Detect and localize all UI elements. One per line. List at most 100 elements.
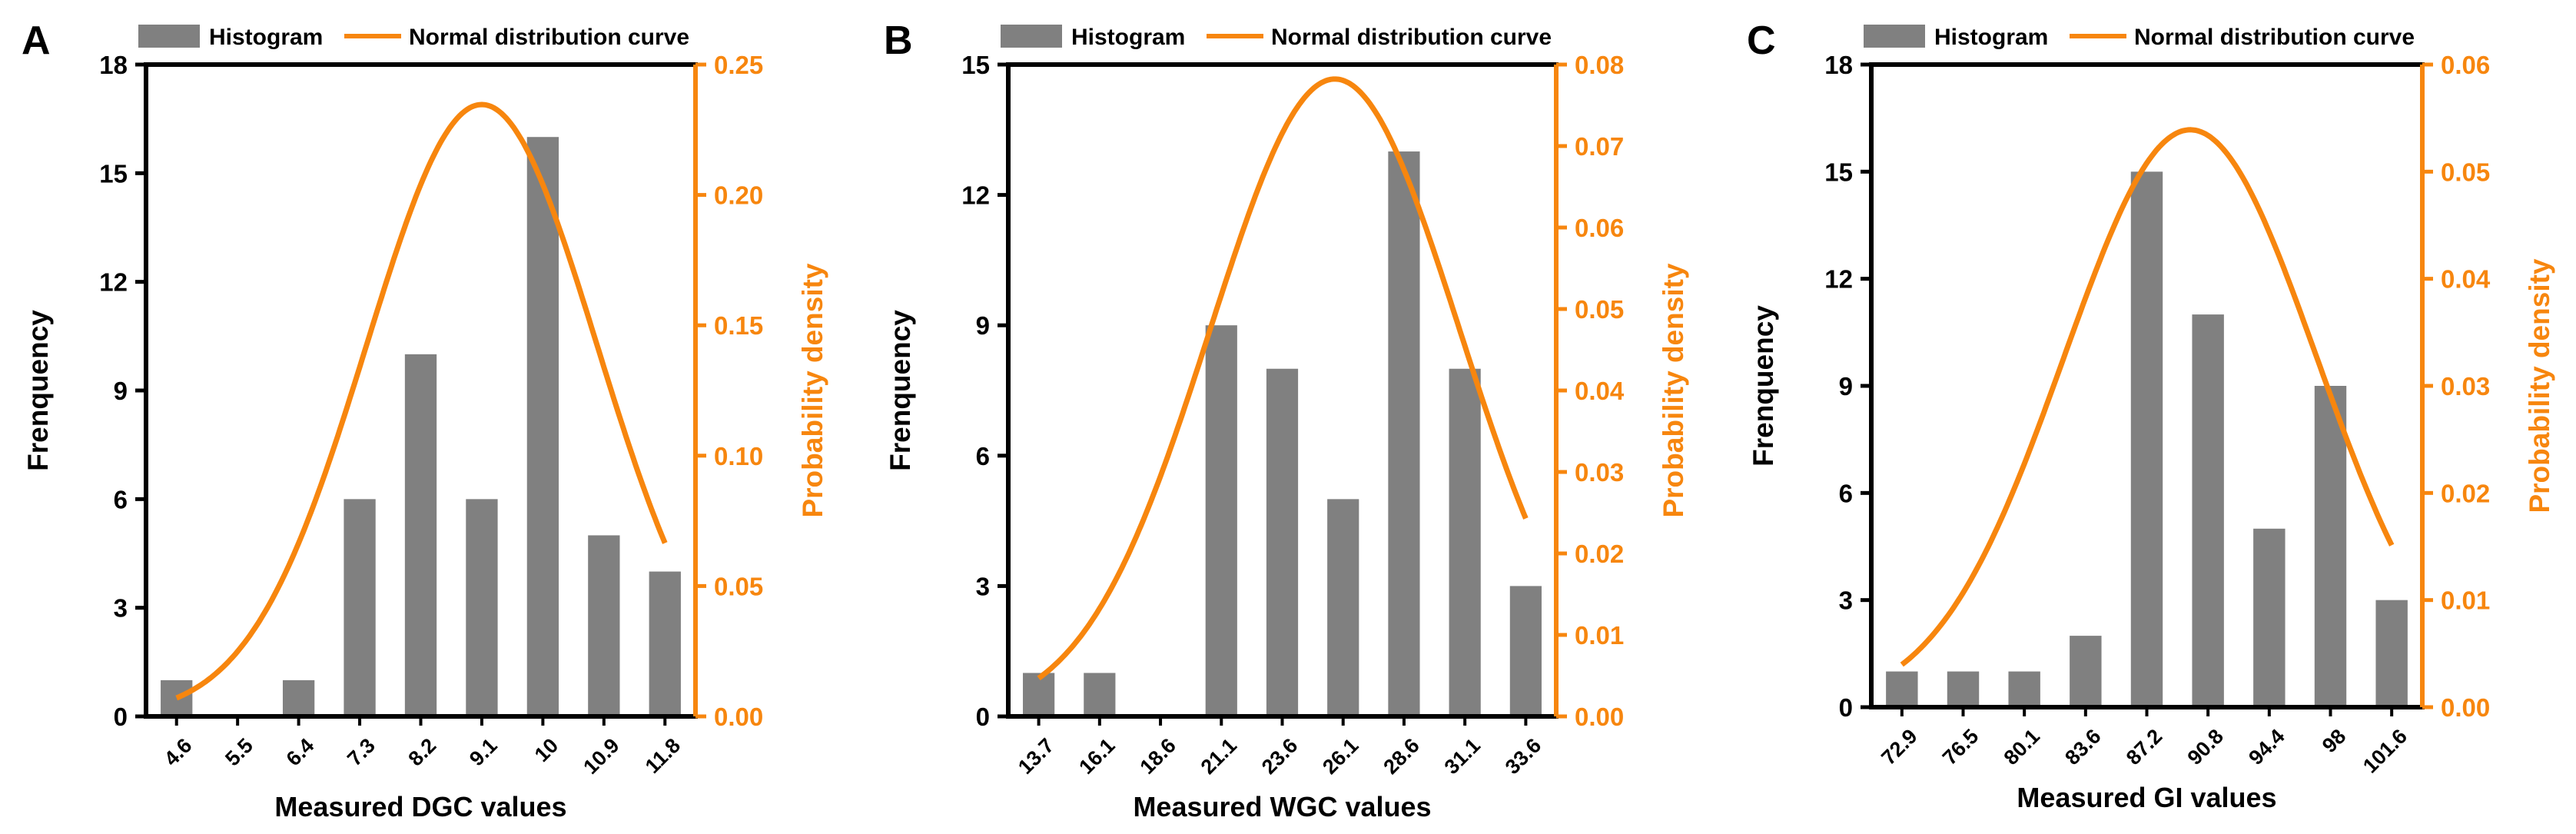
x-tick-label: 16.1 bbox=[1074, 734, 1119, 779]
x-tick-label: 87.2 bbox=[2122, 725, 2166, 769]
y-right-tick-label: 0.20 bbox=[714, 181, 763, 210]
y-right-tick-label: 0.06 bbox=[1575, 214, 1624, 242]
y-axis-title: Frenquency bbox=[1748, 305, 1779, 467]
y-tick-label: 9 bbox=[976, 311, 990, 340]
y-right-tick-label: 0.04 bbox=[1575, 377, 1625, 405]
legend-histogram-label: Histogram bbox=[1071, 25, 1185, 50]
y-tick-label: 12 bbox=[961, 181, 990, 210]
x-tick-label: 26.1 bbox=[1318, 734, 1363, 779]
y-right-axis-title: Probability density bbox=[1658, 263, 1689, 517]
x-tick-label: 90.8 bbox=[2183, 725, 2228, 769]
y-right-tick-label: 0.01 bbox=[1575, 621, 1624, 650]
y-right-axis-title: Probability density bbox=[2524, 258, 2555, 513]
y-right-tick-label: 0.02 bbox=[1575, 540, 1624, 568]
y-right-tick-label: 0.10 bbox=[714, 442, 763, 470]
x-tick-label: 8.2 bbox=[404, 734, 441, 771]
y-tick-label: 0 bbox=[976, 703, 990, 731]
legend-curve-label: Normal distribution curve bbox=[409, 25, 689, 50]
y-tick-label: 9 bbox=[1839, 372, 1853, 400]
legend-histogram-swatch bbox=[1001, 25, 1062, 48]
bar bbox=[2314, 386, 2347, 707]
x-tick-label: 72.9 bbox=[1877, 725, 1921, 769]
x-tick-label: 33.6 bbox=[1501, 734, 1545, 779]
x-tick-label: 98 bbox=[2318, 725, 2350, 757]
legend-histogram-swatch bbox=[138, 25, 200, 48]
bar bbox=[1388, 151, 1420, 717]
x-tick-label: 18.6 bbox=[1135, 734, 1180, 779]
x-tick-label: 83.6 bbox=[2060, 725, 2105, 769]
bar bbox=[2070, 636, 2102, 707]
panel-label: A bbox=[22, 18, 51, 63]
x-tick-label: 94.4 bbox=[2244, 725, 2289, 769]
y-tick-label: 18 bbox=[99, 51, 128, 79]
y-right-tick-label: 0.06 bbox=[2441, 51, 2490, 79]
bar bbox=[1023, 673, 1055, 716]
x-tick-label: 13.7 bbox=[1014, 734, 1058, 779]
y-tick-label: 6 bbox=[114, 485, 128, 513]
bar bbox=[1449, 368, 1481, 716]
bar bbox=[344, 499, 376, 716]
normal-curve bbox=[175, 101, 668, 701]
x-axis-title: Measured GI values bbox=[2017, 782, 2276, 813]
legend: Histogram Normal distribution curve bbox=[138, 25, 689, 50]
x-tick-label: 5.5 bbox=[221, 734, 257, 771]
x-tick-label: 10 bbox=[530, 734, 563, 766]
x-tick-label: 23.6 bbox=[1257, 734, 1302, 779]
y-right-tick-label: 0.00 bbox=[1575, 703, 1624, 731]
x-tick-label: 9.1 bbox=[465, 734, 502, 771]
bar bbox=[466, 499, 498, 716]
x-tick-label: 80.1 bbox=[2000, 725, 2044, 769]
x-tick-label: 31.1 bbox=[1440, 734, 1485, 779]
y-tick-label: 15 bbox=[99, 159, 128, 188]
y-right-tick-label: 0.00 bbox=[714, 703, 763, 731]
bar bbox=[1947, 671, 1980, 707]
y-axis-title: Frenquency bbox=[885, 310, 916, 471]
legend-curve-label: Normal distribution curve bbox=[2134, 25, 2415, 50]
y-right-tick-label: 0.03 bbox=[1575, 458, 1624, 487]
bar bbox=[649, 571, 681, 716]
y-tick-label: 6 bbox=[1839, 479, 1853, 507]
y-tick-label: 0 bbox=[1839, 693, 1853, 722]
bar bbox=[2008, 671, 2040, 707]
bar bbox=[2253, 528, 2286, 707]
normal-curve bbox=[1900, 127, 2395, 667]
panel-label: C bbox=[1747, 18, 1776, 63]
y-right-tick-label: 0.05 bbox=[2441, 158, 2490, 186]
x-axis-title: Measured WGC values bbox=[1133, 791, 1431, 822]
bar bbox=[1266, 368, 1299, 716]
legend-histogram-label: Histogram bbox=[209, 25, 323, 50]
y-right-tick-label: 0.08 bbox=[1575, 51, 1624, 79]
y-right-tick-label: 0.15 bbox=[714, 311, 763, 340]
x-tick-label: 28.6 bbox=[1379, 734, 1423, 779]
y-right-tick-label: 0.01 bbox=[2441, 586, 2490, 615]
y-right-tick-label: 0.05 bbox=[714, 572, 763, 600]
y-axis-title: Frenquency bbox=[22, 310, 54, 471]
bar bbox=[1084, 673, 1116, 716]
legend-histogram-label: Histogram bbox=[1934, 25, 2048, 50]
y-tick-label: 3 bbox=[114, 594, 128, 623]
bar bbox=[282, 679, 315, 716]
y-tick-label: 12 bbox=[99, 268, 128, 297]
x-tick-label: 11.8 bbox=[641, 734, 685, 778]
bar bbox=[1205, 325, 1237, 716]
legend: Histogram Normal distribution curve bbox=[1864, 25, 2415, 50]
x-tick-label: 101.6 bbox=[2359, 725, 2412, 778]
bar bbox=[2130, 171, 2163, 708]
y-right-tick-label: 0.03 bbox=[2441, 372, 2490, 400]
y-tick-label: 9 bbox=[114, 377, 128, 405]
legend-histogram-swatch bbox=[1864, 25, 1925, 48]
panel-A: A Histogram Normal distribution curve 0 3 6 9 1… bbox=[22, 18, 828, 822]
x-tick-label: 10.9 bbox=[579, 734, 623, 779]
bar bbox=[2375, 600, 2408, 707]
y-right-tick-label: 0.07 bbox=[1575, 132, 1624, 161]
y-right-tick-label: 0.25 bbox=[714, 51, 763, 79]
bar bbox=[404, 354, 437, 716]
bar bbox=[526, 137, 559, 716]
y-tick-label: 15 bbox=[961, 51, 990, 79]
y-right-tick-label: 0.00 bbox=[2441, 693, 2490, 722]
y-right-tick-label: 0.02 bbox=[2441, 479, 2490, 507]
y-tick-label: 6 bbox=[976, 442, 990, 470]
bar bbox=[1886, 671, 1918, 707]
bar bbox=[1327, 499, 1359, 716]
